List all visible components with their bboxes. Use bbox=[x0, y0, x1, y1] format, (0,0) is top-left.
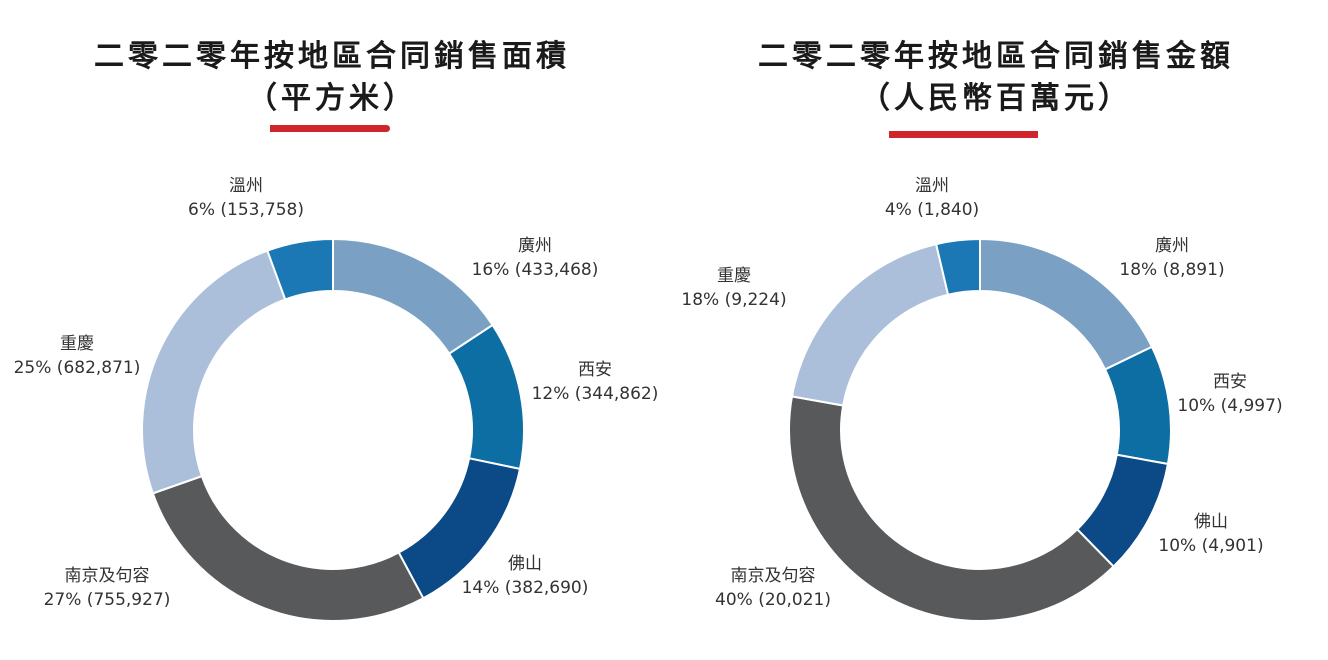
slice-label-name: 溫州 bbox=[915, 176, 949, 196]
slice-label-value: 16% (433,468) bbox=[471, 260, 599, 280]
slice-label-value: 27% (755,927) bbox=[43, 590, 171, 610]
donut-slice-5 bbox=[934, 237, 981, 296]
slice-label-xian: 西安 10% (4,997) bbox=[1165, 370, 1295, 418]
slice-label-value: 25% (682,871) bbox=[13, 358, 141, 378]
slice-label-value: 12% (344,862) bbox=[531, 384, 659, 404]
slice-label-guangzhou: 廣州 16% (433,468) bbox=[470, 234, 600, 282]
slice-label-value: 40% (20,021) bbox=[715, 590, 831, 610]
donut-slice-1 bbox=[447, 323, 525, 471]
slice-label-chongqing: 重慶 25% (682,871) bbox=[12, 332, 142, 380]
slice-label-value: 18% (8,891) bbox=[1119, 260, 1225, 280]
donut-slice-1 bbox=[1103, 345, 1172, 466]
slice-label-value: 18% (9,224) bbox=[681, 290, 787, 310]
chart-title: 二零二零年按地區合同銷售金額 （人民幣百萬元） bbox=[664, 36, 1328, 120]
slice-label-chongqing: 重慶 18% (9,224) bbox=[669, 264, 799, 312]
title-underline bbox=[270, 125, 390, 132]
donut-slice-4 bbox=[790, 242, 950, 407]
chart-subtitle: （平方米） bbox=[247, 81, 417, 116]
chart-title-main: 二零二零年按地區合同銷售金額 bbox=[758, 39, 1234, 74]
slice-label-name: 南京及句容 bbox=[64, 566, 150, 586]
slice-label-value: 10% (4,997) bbox=[1177, 396, 1283, 416]
slice-label-name: 溫州 bbox=[229, 176, 263, 196]
slice-label-nanjing: 南京及句容 27% (755,927) bbox=[42, 564, 172, 612]
slice-label-value: 14% (382,690) bbox=[461, 578, 589, 598]
slice-label-guangzhou: 廣州 18% (8,891) bbox=[1107, 234, 1237, 282]
slice-label-nanjing: 南京及句容 40% (20,021) bbox=[708, 564, 838, 612]
slice-label-name: 廣州 bbox=[518, 236, 552, 256]
slice-label-name: 佛山 bbox=[508, 554, 542, 574]
slice-label-name: 西安 bbox=[578, 360, 612, 380]
slice-label-foshan: 佛山 14% (382,690) bbox=[460, 552, 590, 600]
slice-label-name: 重慶 bbox=[717, 266, 751, 286]
donut-chart bbox=[141, 237, 525, 622]
donut-chart bbox=[788, 237, 1172, 622]
slice-label-value: 4% (1,840) bbox=[884, 200, 980, 220]
title-underline bbox=[889, 131, 1038, 138]
donut-slice-0 bbox=[332, 237, 494, 356]
slice-label-name: 廣州 bbox=[1155, 236, 1189, 256]
slice-label-value: 6% (153,758) bbox=[188, 200, 304, 220]
slice-label-wenzhou: 溫州 4% (1,840) bbox=[867, 174, 997, 222]
slice-label-xian: 西安 12% (344,862) bbox=[530, 358, 660, 406]
slice-label-wenzhou: 溫州 6% (153,758) bbox=[181, 174, 311, 222]
slice-label-name: 重慶 bbox=[60, 334, 94, 354]
chart-title-main: 二零二零年按地區合同銷售面積 bbox=[94, 39, 570, 74]
slice-label-name: 南京及句容 bbox=[730, 566, 816, 586]
chart-subtitle: （人民幣百萬元） bbox=[860, 81, 1132, 116]
chart-title: 二零二零年按地區合同銷售面積 （平方米） bbox=[0, 36, 664, 120]
amount-chart-panel: 二零二零年按地區合同銷售金額 （人民幣百萬元） 溫州 4% (1,840) 廣州… bbox=[664, 0, 1328, 660]
slice-label-value: 10% (4,901) bbox=[1158, 536, 1264, 556]
area-chart-panel: 二零二零年按地區合同銷售面積 （平方米） 溫州 6% (153,758) 廣州 … bbox=[0, 36, 664, 622]
slice-label-foshan: 佛山 10% (4,901) bbox=[1146, 510, 1276, 558]
donut-slice-3 bbox=[788, 395, 1115, 622]
donut-slice-4 bbox=[141, 249, 287, 495]
slice-label-name: 西安 bbox=[1213, 372, 1247, 392]
slice-label-name: 佛山 bbox=[1194, 512, 1228, 532]
donut-slice-3 bbox=[151, 474, 425, 622]
donut-slice-5 bbox=[266, 237, 334, 301]
